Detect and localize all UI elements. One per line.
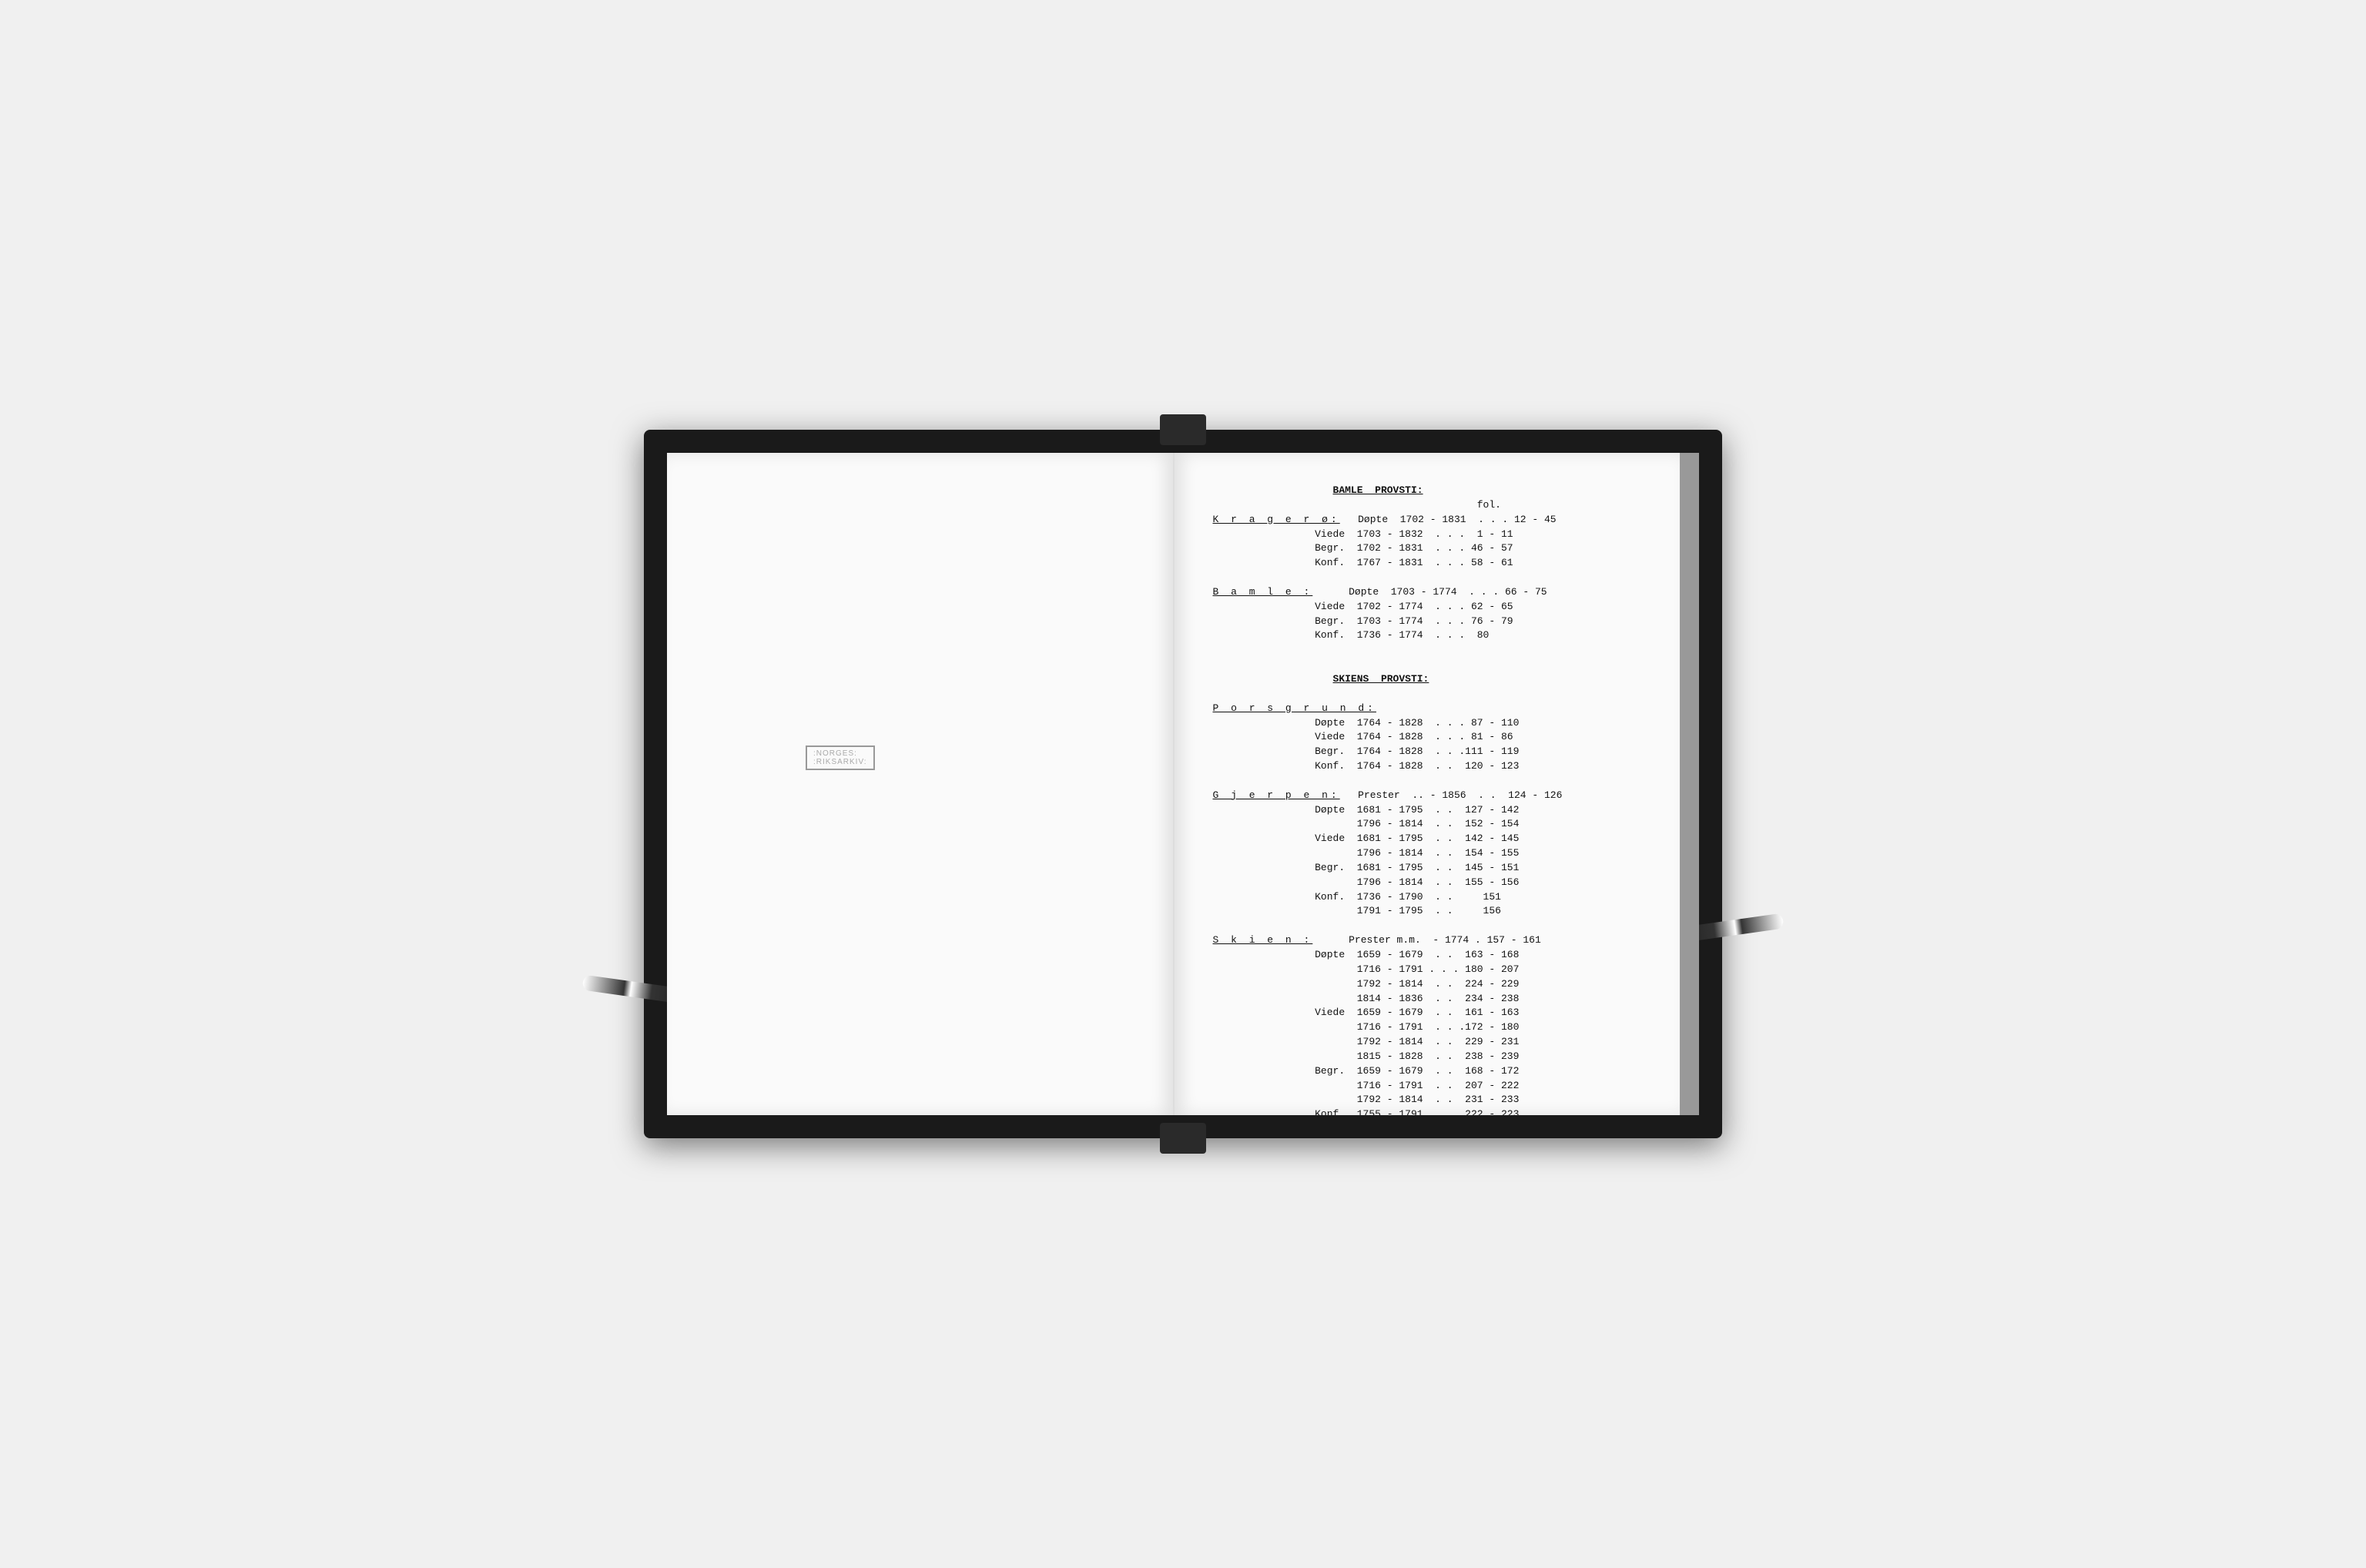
archive-stamp: :NORGES: :RIKSARKIV: <box>806 745 875 770</box>
book-spread: :NORGES: :RIKSARKIV: BAMLE PROVSTI: fol.… <box>667 453 1699 1115</box>
binding-top <box>1160 414 1206 445</box>
right-page: BAMLE PROVSTI: fol. K r a g e r ø: Døpte… <box>1175 453 1700 1115</box>
book-container: :NORGES: :RIKSARKIV: BAMLE PROVSTI: fol.… <box>644 430 1722 1138</box>
binding-bottom <box>1160 1123 1206 1154</box>
stamp-line-1: :NORGES: <box>813 749 867 758</box>
left-page: :NORGES: :RIKSARKIV: <box>667 453 1175 1115</box>
index-content: BAMLE PROVSTI: fol. K r a g e r ø: Døpte… <box>1213 484 1642 1115</box>
stamp-line-2: :RIKSARKIV: <box>813 758 867 766</box>
